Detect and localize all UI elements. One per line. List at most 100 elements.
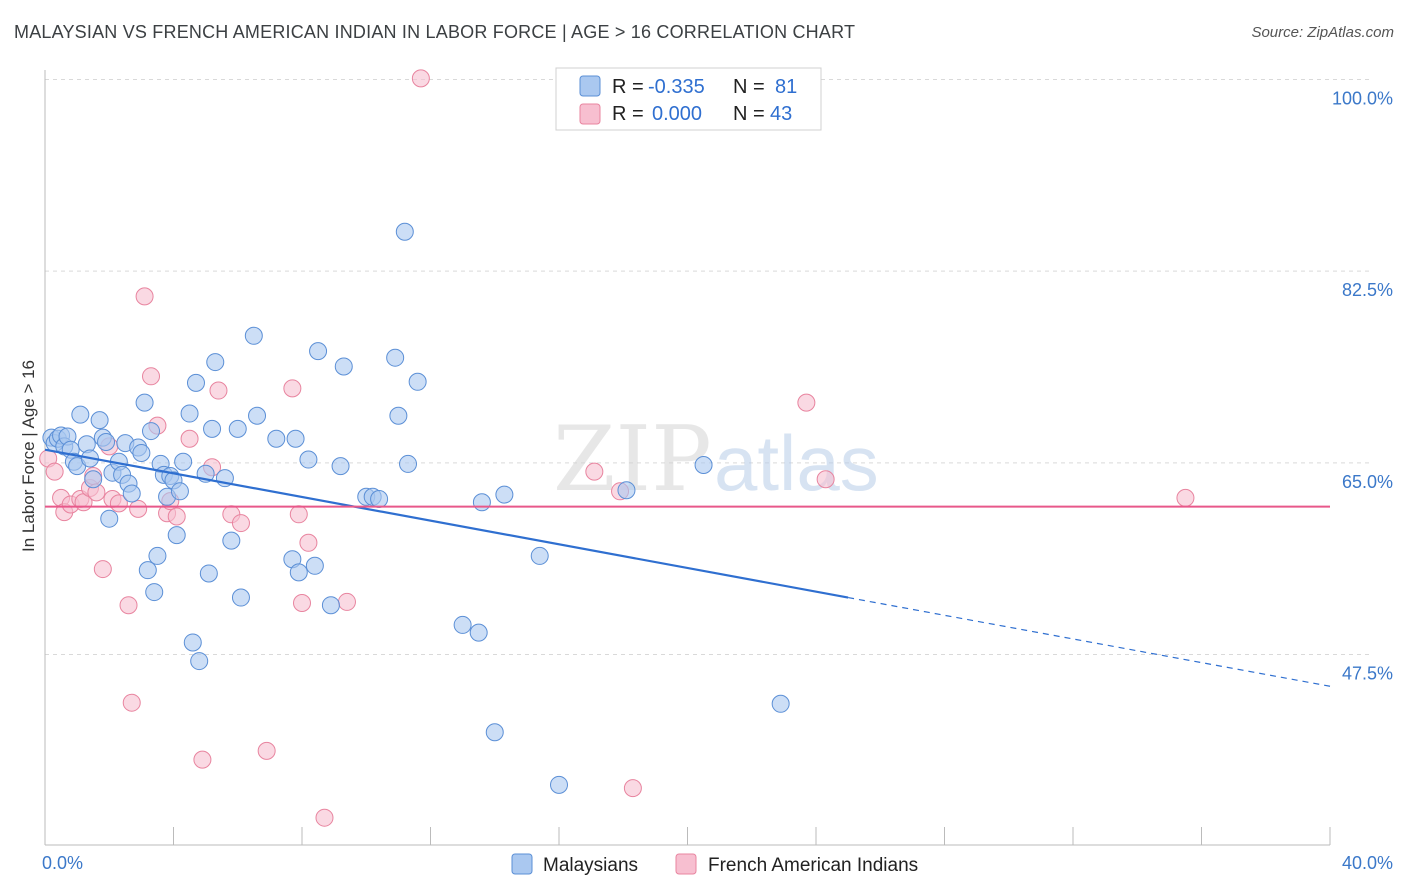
y-tick-label: 100.0% [1332, 89, 1393, 109]
data-point-french-american-indian [293, 594, 311, 613]
data-point-malaysian [199, 564, 218, 583]
data-point-malaysian [100, 509, 119, 528]
data-point-malaysian [286, 429, 305, 448]
data-point-malaysian [395, 222, 414, 241]
data-point-malaysian [472, 493, 491, 512]
y-tick-label: 47.5% [1342, 664, 1393, 684]
data-point-malaysian [228, 419, 247, 438]
data-point-malaysian [530, 546, 549, 565]
data-point-malaysian [186, 373, 205, 392]
data-point-french-american-indian [315, 808, 334, 827]
data-point-malaysian [138, 561, 157, 580]
data-point-malaysian [231, 588, 250, 607]
data-point-malaysian [469, 623, 488, 642]
data-point-french-american-indian [180, 429, 199, 448]
data-point-french-american-indian [93, 560, 112, 579]
data-point-malaysian [617, 481, 636, 500]
data-point-malaysian [453, 615, 472, 634]
data-point-french-american-indian [816, 470, 835, 489]
legend-r-value-blue: -0.335 [648, 76, 705, 98]
data-point-malaysian [148, 546, 167, 565]
data-point-malaysian [321, 596, 340, 615]
legend-series: Malaysians French American Indians [511, 853, 918, 876]
data-point-malaysian [386, 348, 405, 367]
data-point-malaysian [309, 342, 328, 361]
data-point-malaysian [183, 633, 202, 652]
data-point-malaysian [550, 775, 568, 794]
trend-lines [44, 448, 1331, 687]
data-point-malaysian [694, 456, 713, 475]
data-point-malaysian [97, 433, 116, 452]
legend-label-malaysians: Malaysians [543, 855, 638, 876]
x-tick-label: 0.0% [42, 853, 83, 873]
series-malaysians [42, 222, 790, 794]
data-point-french-american-indian [797, 393, 816, 412]
data-point-french-american-indian [257, 741, 276, 760]
data-point-malaysian [222, 531, 241, 550]
data-point-malaysian [771, 694, 790, 713]
data-point-malaysian [142, 422, 161, 441]
data-point-malaysian [135, 393, 154, 412]
data-point-french-american-indian [209, 381, 228, 400]
watermark: ZIP atlas [553, 407, 879, 512]
y-tick-label: 65.0% [1342, 472, 1393, 492]
legend-swatch-blue [579, 75, 601, 97]
legend-swatch-malaysians [511, 853, 533, 875]
series-french-american-indians [39, 69, 1195, 827]
data-point-french-american-indian [129, 499, 148, 518]
data-point-french-american-indian [142, 367, 161, 386]
data-point-french-american-indian [289, 505, 308, 524]
legend-r-label: R = [612, 76, 644, 98]
legend-swatch-french-american-indians [675, 853, 697, 875]
data-point-malaysian [122, 484, 141, 503]
data-point-french-american-indian [1176, 488, 1195, 507]
data-point-malaysian [71, 405, 90, 424]
data-point-malaysian [399, 454, 418, 473]
data-point-malaysian [145, 583, 164, 602]
data-point-malaysian [267, 429, 286, 448]
legend-label-french-american-indians: French American Indians [708, 855, 918, 876]
data-point-french-american-indian [122, 693, 141, 712]
data-point-malaysian [305, 556, 324, 575]
trend-line-malaysians [44, 448, 849, 599]
data-point-malaysian [190, 652, 209, 671]
data-point-french-american-indian [283, 379, 302, 398]
data-point-malaysian [84, 470, 103, 489]
legend-stats: R = -0.335 N = 81 R = 0.000 N = 43 [555, 67, 822, 131]
data-point-french-american-indian [337, 592, 356, 611]
legend-n-value-pink: 43 [770, 103, 792, 125]
data-point-malaysian [370, 489, 389, 508]
data-point-malaysian [90, 411, 109, 430]
trend-line-malaysians-projection [848, 596, 1331, 687]
gridlines [45, 79, 1370, 655]
y-axis-title: In Labor Force | Age > 16 [19, 360, 38, 552]
data-point-malaysian [132, 443, 151, 462]
data-point-french-american-indian [623, 779, 642, 798]
data-point-malaysian [174, 452, 193, 471]
data-point-malaysian [485, 723, 504, 742]
data-point-malaysian [331, 457, 350, 476]
watermark-atlas: atlas [714, 419, 879, 507]
tick-labels: 47.5% 65.0% 82.5% 100.0% 0.0% 40.0% [42, 89, 1393, 874]
data-point-french-american-indian [411, 69, 430, 88]
legend-n-value-blue: 81 [775, 76, 797, 98]
chart-title: MALAYSIAN VS FRENCH AMERICAN INDIAN IN L… [14, 22, 856, 42]
data-point-french-american-indian [193, 750, 212, 769]
data-point-malaysian [244, 326, 263, 345]
data-point-malaysian [203, 419, 222, 438]
data-point-malaysian [206, 353, 225, 372]
data-point-malaysian [167, 526, 186, 545]
y-tick-label: 82.5% [1342, 280, 1393, 300]
data-point-malaysian [408, 372, 427, 391]
source-credit: Source: ZipAtlas.com [1251, 24, 1394, 41]
data-point-french-american-indian [135, 287, 154, 306]
data-point-french-american-indian [167, 507, 186, 526]
data-point-malaysian [495, 485, 514, 504]
legend-r-label: R = [612, 103, 644, 125]
data-point-malaysian [170, 482, 189, 501]
data-point-malaysian [299, 450, 318, 469]
data-point-malaysian [289, 563, 308, 582]
data-point-french-american-indian [299, 533, 318, 552]
legend-n-label: N = [733, 76, 765, 98]
data-point-malaysian [389, 406, 408, 425]
